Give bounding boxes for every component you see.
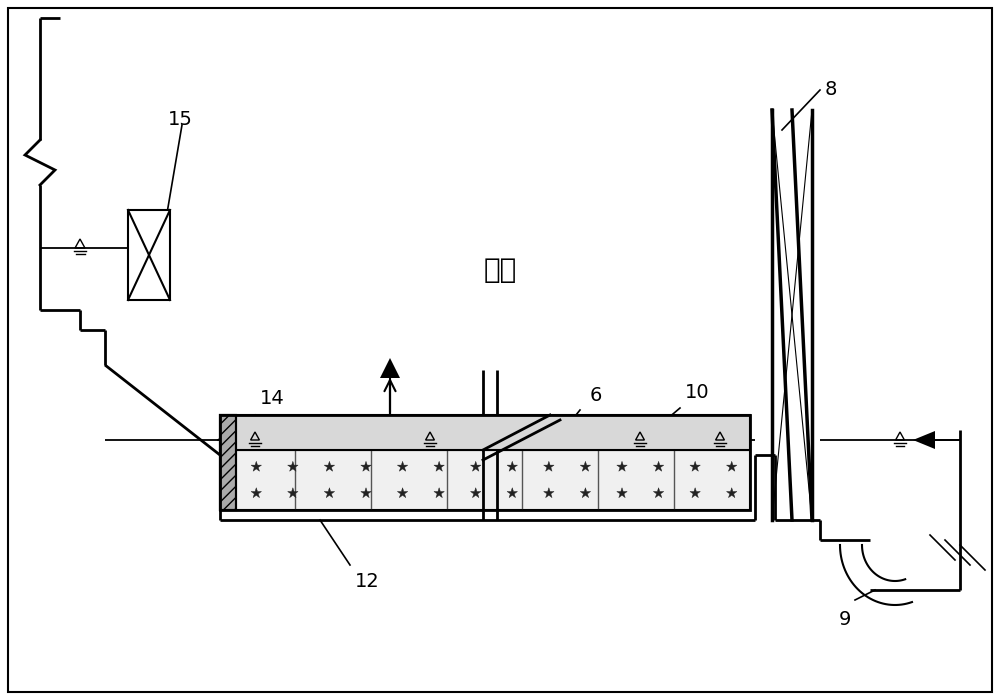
Polygon shape bbox=[288, 488, 298, 498]
Polygon shape bbox=[361, 488, 371, 498]
Text: 8: 8 bbox=[825, 80, 837, 99]
Bar bbox=[220, 415, 750, 510]
Polygon shape bbox=[653, 488, 664, 498]
Polygon shape bbox=[544, 461, 554, 471]
Polygon shape bbox=[653, 461, 664, 471]
Polygon shape bbox=[470, 488, 481, 498]
Polygon shape bbox=[434, 461, 444, 471]
Polygon shape bbox=[251, 461, 262, 471]
Polygon shape bbox=[324, 461, 335, 471]
Bar bbox=[220, 415, 750, 450]
Bar bbox=[128, 210, 170, 300]
Bar bbox=[220, 415, 236, 510]
Polygon shape bbox=[288, 461, 298, 471]
Polygon shape bbox=[726, 488, 737, 498]
Polygon shape bbox=[690, 461, 700, 471]
Text: 14: 14 bbox=[260, 389, 285, 408]
Polygon shape bbox=[617, 461, 627, 471]
Polygon shape bbox=[913, 431, 935, 449]
Bar bbox=[220, 415, 236, 510]
Bar bbox=[220, 450, 750, 510]
Text: 闸室: 闸室 bbox=[483, 256, 517, 284]
Polygon shape bbox=[726, 461, 737, 471]
Polygon shape bbox=[470, 461, 481, 471]
Polygon shape bbox=[690, 488, 700, 498]
Polygon shape bbox=[544, 488, 554, 498]
Polygon shape bbox=[361, 461, 371, 471]
Text: 12: 12 bbox=[355, 572, 380, 591]
Text: 6: 6 bbox=[590, 386, 602, 405]
Polygon shape bbox=[251, 488, 262, 498]
Polygon shape bbox=[397, 488, 408, 498]
Text: 10: 10 bbox=[685, 383, 710, 402]
Polygon shape bbox=[617, 488, 627, 498]
Polygon shape bbox=[507, 488, 518, 498]
Text: 15: 15 bbox=[168, 110, 192, 129]
Polygon shape bbox=[580, 488, 591, 498]
Polygon shape bbox=[380, 358, 400, 378]
Polygon shape bbox=[324, 488, 335, 498]
Polygon shape bbox=[397, 461, 408, 471]
Polygon shape bbox=[507, 461, 518, 471]
Polygon shape bbox=[434, 488, 444, 498]
Polygon shape bbox=[580, 461, 591, 471]
Text: 9: 9 bbox=[839, 610, 851, 629]
